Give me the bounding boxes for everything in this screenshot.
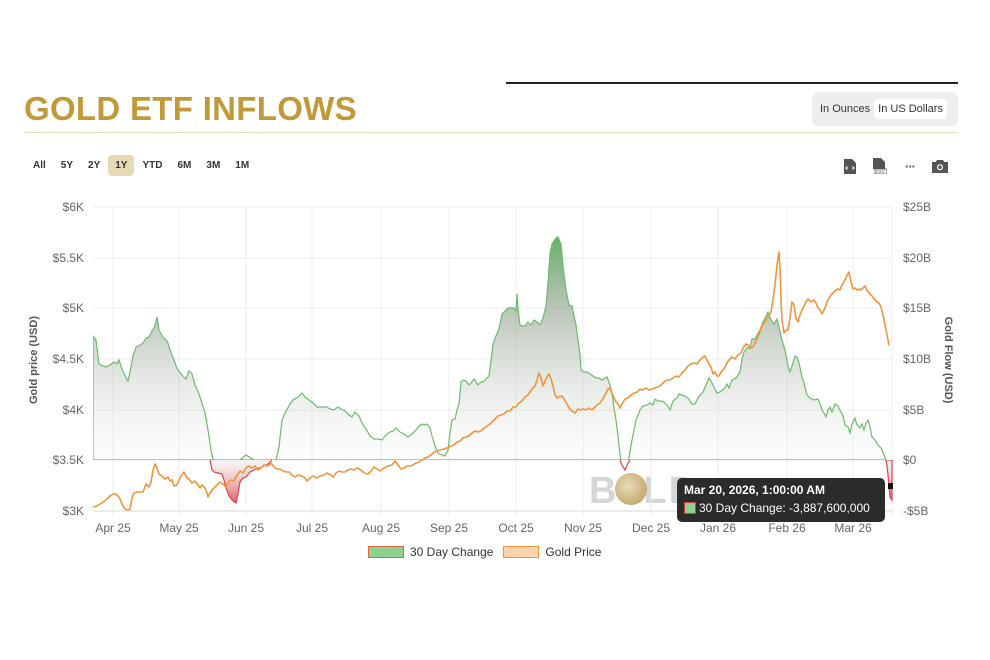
y-tick-right: $15B — [903, 301, 932, 315]
tooltip-value: 30 Day Change: -3,887,600,000 — [699, 501, 870, 515]
legend-swatch-30-day-change — [368, 546, 404, 558]
flow-area-positive — [93, 236, 887, 460]
x-tick: Mar 26 — [834, 521, 872, 535]
x-tick: Nov 25 — [563, 521, 603, 535]
y-tick-left: $6K — [62, 200, 84, 214]
range-selector: All 5Y 2Y 1Y YTD 6M 3M 1M — [26, 155, 257, 176]
camera-icon[interactable] — [932, 158, 948, 174]
range-5y[interactable]: 5Y — [60, 160, 74, 171]
y-tick-right: $5B — [903, 403, 925, 417]
legend-label: 30 Day Change — [410, 545, 494, 559]
more-options-icon[interactable]: ··· — [905, 158, 916, 174]
range-all[interactable]: All — [33, 160, 46, 171]
x-tick: Jan 26 — [699, 521, 737, 535]
range-1m[interactable]: 1M — [235, 160, 250, 171]
watermark-coin-icon — [615, 473, 647, 505]
y-tick-left: $4.5K — [52, 352, 84, 366]
chart-legend: 30 Day Change Gold Price — [368, 545, 611, 559]
tooltip-date: Mar 20, 2026, 1:00:00 AM — [684, 483, 825, 497]
export-html-icon[interactable] — [842, 158, 858, 174]
x-tick: Jul 25 — [295, 521, 329, 535]
y-tick-left: $5K — [62, 301, 84, 315]
legend-item-gold-price[interactable]: Gold Price — [503, 545, 601, 559]
y-tick-left: $3.5K — [52, 453, 84, 467]
x-tick: Sep 25 — [429, 521, 469, 535]
unit-toggle: In Ounces In US Dollars — [812, 92, 958, 126]
tooltip-row: 30 Day Change: -3,887,600,000 — [684, 501, 878, 515]
chart-toolbar: CSV ··· — [842, 158, 948, 174]
y-tick-right: $25B — [903, 200, 932, 214]
chart-tooltip: Mar 20, 2026, 1:00:00 AM 30 Day Change: … — [677, 478, 885, 522]
range-ytd[interactable]: YTD — [142, 160, 163, 171]
x-tick: Jun 25 — [227, 521, 265, 535]
toggle-in-us-dollars[interactable]: In US Dollars — [874, 99, 947, 119]
y-tick-right: $10B — [903, 352, 932, 366]
x-tick: Aug 25 — [361, 521, 401, 535]
toggle-in-ounces[interactable]: In Ounces — [820, 103, 871, 115]
y-tick-left: $3K — [62, 504, 84, 518]
export-csv-icon[interactable]: CSV — [872, 158, 888, 174]
x-tick: May 25 — [159, 521, 199, 535]
y-tick-right: $20B — [903, 251, 932, 265]
y-tick-left: $4K — [62, 403, 84, 417]
x-tick: Apr 25 — [95, 521, 131, 535]
range-3m[interactable]: 3M — [206, 160, 221, 171]
gold-price-line — [92, 251, 890, 511]
legend-swatch-gold-price — [503, 546, 540, 558]
range-6m[interactable]: 6M — [177, 160, 192, 171]
svg-text:CSV: CSV — [876, 169, 885, 174]
x-tick: Dec 25 — [631, 521, 671, 535]
tooltip-series-swatch — [684, 502, 696, 514]
range-2y[interactable]: 2Y — [88, 160, 101, 171]
x-tick: Feb 26 — [768, 521, 806, 535]
top-divider — [506, 82, 958, 84]
y-tick-right: $0 — [903, 453, 917, 467]
legend-label: Gold Price — [545, 545, 602, 559]
title-divider — [24, 132, 958, 133]
range-1y[interactable]: 1Y — [108, 155, 135, 176]
x-tick: Oct 25 — [498, 521, 534, 535]
y-tick-right: -$5B — [903, 504, 929, 518]
page-title: GOLD ETF INFLOWS — [24, 90, 357, 127]
legend-item-30-day-change[interactable]: 30 Day Change — [368, 545, 493, 559]
hover-marker — [888, 483, 893, 489]
y-tick-left: $5.5K — [52, 251, 84, 265]
